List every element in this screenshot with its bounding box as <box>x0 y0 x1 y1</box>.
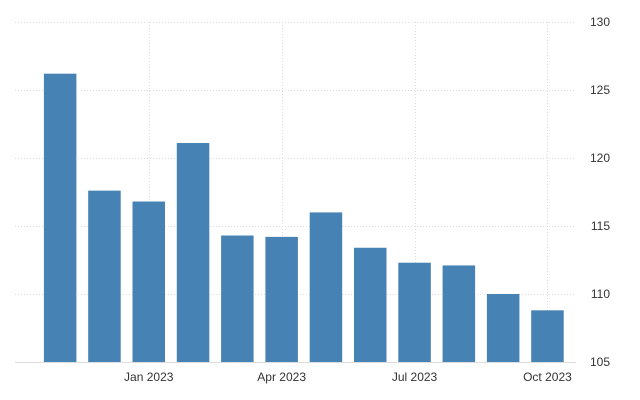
x-axis-ticks: Jan 2023 Apr 2023 Jul 2023 Oct 2023 <box>124 370 572 384</box>
bar: Nov 2022: 126.2 <box>43 73 77 363</box>
y-tick-label: 105 <box>590 355 610 369</box>
bar: Oct 2023: 108.8 <box>531 310 564 362</box>
x-tick-label: Oct 2023 <box>523 370 572 384</box>
y-tick-label: 120 <box>590 151 610 165</box>
bar: Mar 2023: 114.3 <box>221 235 254 362</box>
y-tick-label: 110 <box>591 287 610 301</box>
bar: Jul 2023: 112.3 <box>398 262 431 362</box>
bar: Apr 2023: 114.2 <box>265 236 298 362</box>
y-tick-label: 130 <box>590 15 610 29</box>
bar: Dec 2022: 117.6 <box>88 190 121 362</box>
x-tick-label: Jul 2023 <box>392 370 438 384</box>
y-axis-ticks: 105 110 115 120 125 130 <box>590 15 610 369</box>
bar: Feb 2023: 121.1 <box>176 143 210 362</box>
x-tick-label: Jan 2023 <box>124 370 174 384</box>
bar: Jun 2023: 113.4 <box>354 247 387 362</box>
y-tick-label: 115 <box>591 219 610 233</box>
bar: May 2023: 116 <box>309 212 343 362</box>
bar: Jan 2023: 116.8 <box>132 201 165 362</box>
x-tick-label: Apr 2023 <box>257 370 306 384</box>
bar: Sep 2023: 110 <box>486 294 520 362</box>
y-tick-label: 125 <box>590 83 610 97</box>
bar-layer: Nov 2022: 126.2 Dec 2022: 117.6 Jan 2023: … <box>43 73 564 363</box>
bar: Aug 2023: 112.1 <box>442 265 476 362</box>
